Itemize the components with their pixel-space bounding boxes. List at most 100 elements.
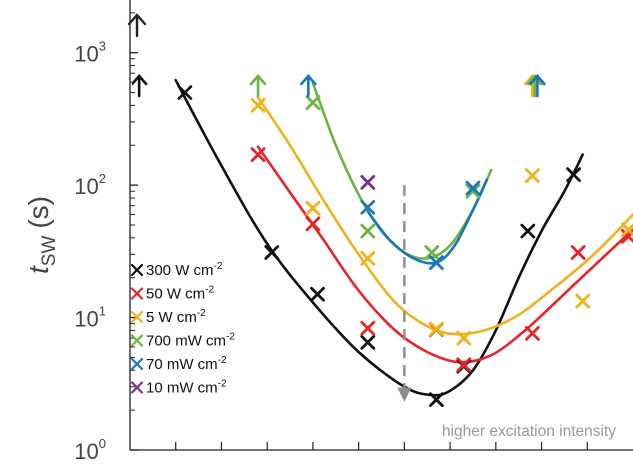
legend-item: 700 mW cm-2	[130, 332, 235, 350]
legend-marker	[130, 263, 144, 277]
marker-stroke	[305, 95, 321, 110]
y-tick-exp: 0	[99, 436, 106, 451]
data-point	[525, 325, 540, 341]
legend-label-exp: -2	[218, 379, 227, 390]
data-point	[360, 199, 376, 215]
marker-stroke	[621, 223, 633, 238]
legend-label-name: 300 W cm	[146, 262, 214, 279]
y-tick-exp: 3	[99, 39, 106, 54]
above-range-arrow	[132, 74, 148, 98]
fit-curve	[174, 78, 584, 397]
data-point	[250, 147, 266, 163]
marker-stroke	[456, 330, 472, 346]
legend-label-name: 50 W cm	[146, 286, 205, 303]
legend-item: 70 mW cm-2	[130, 355, 227, 373]
marker-stroke	[525, 168, 540, 184]
y-tick-exp: 2	[99, 171, 106, 186]
dashed-arrow-head	[397, 387, 412, 402]
marker-stroke	[310, 286, 325, 302]
legend-label: 10 mW cm-2	[146, 379, 227, 397]
data-point	[520, 223, 536, 239]
marker-stroke	[424, 245, 440, 260]
y-tick-base: 10	[74, 174, 98, 199]
data-point	[424, 245, 440, 260]
legend-marker	[130, 310, 144, 324]
legend-label-name: 70 mW cm	[146, 356, 218, 373]
y-tick-label: 102	[74, 171, 106, 199]
data-point	[360, 250, 376, 266]
data-markers	[177, 85, 633, 408]
legend-marker	[130, 381, 144, 394]
marker-stroke	[566, 167, 581, 183]
marker-stroke	[465, 180, 481, 196]
y-axis-overflow-arrow	[127, 13, 147, 38]
marker-stroke	[520, 223, 536, 239]
data-point	[621, 222, 633, 238]
arrow-head	[249, 74, 267, 86]
data-point	[428, 392, 444, 408]
y-tick-base: 10	[74, 42, 98, 67]
marker-stroke	[428, 392, 444, 408]
marker-stroke	[305, 200, 321, 216]
marker-stroke	[360, 199, 376, 215]
legend-label-exp: -2	[214, 261, 223, 272]
y-label-sub: SW	[39, 236, 60, 267]
legend-item: 10 mW cm-2	[130, 379, 227, 397]
data-point	[250, 98, 266, 113]
data-point	[305, 95, 321, 110]
y-tick-base: 10	[74, 439, 98, 464]
y-tick-label: 101	[74, 304, 106, 332]
data-point	[465, 183, 481, 199]
legend-item: 300 W cm-2	[130, 261, 223, 279]
marker-stroke	[360, 223, 376, 239]
legend-label-exp: -2	[197, 308, 206, 319]
data-point	[456, 357, 472, 373]
fit-curve	[256, 96, 633, 336]
legend-label-name: 700 mW cm	[146, 333, 226, 350]
data-point	[310, 286, 325, 302]
legend-label-exp: -2	[218, 355, 227, 366]
data-point	[264, 245, 280, 260]
arrow-head	[132, 74, 148, 86]
data-point	[575, 293, 591, 309]
fit-curve	[311, 81, 493, 260]
data-point	[305, 216, 321, 232]
marker-stroke	[250, 98, 266, 113]
marker-stroke	[456, 357, 472, 373]
arrow-head	[526, 74, 544, 86]
x-ticks	[175, 442, 588, 450]
marker-stroke	[305, 216, 321, 232]
y-label-unit: (s)	[23, 196, 54, 229]
marker-stroke	[428, 255, 444, 271]
legend-marker	[130, 334, 144, 347]
above-range-arrow	[300, 74, 317, 98]
data-point	[360, 223, 376, 239]
above-range-arrows	[132, 74, 546, 98]
marker-stroke	[264, 245, 280, 260]
marker-stroke	[525, 325, 540, 341]
svg-text:tSW(s): tSW (s)	[23, 196, 60, 274]
marker-stroke	[360, 174, 376, 190]
y-axis-label: tSW (s)	[23, 196, 60, 274]
marker-stroke	[250, 147, 266, 163]
legend-label: 70 mW cm-2	[146, 355, 227, 373]
data-point	[570, 245, 586, 260]
legend-label: 700 mW cm-2	[146, 332, 235, 350]
y-label-main: t	[23, 265, 54, 274]
legend-marker	[130, 357, 144, 371]
data-point	[428, 255, 444, 271]
excitation-arrow	[397, 185, 412, 402]
above-range-arrow	[249, 74, 267, 98]
above-range-arrow	[529, 74, 546, 98]
legend-label: 50 W cm-2	[146, 285, 215, 303]
legend-marker	[130, 287, 144, 300]
marker-stroke	[570, 245, 586, 260]
marker-stroke	[360, 320, 376, 336]
y-tick-exp: 1	[99, 304, 106, 319]
arrow-head	[300, 74, 317, 86]
marker-stroke	[177, 85, 193, 100]
data-point	[360, 174, 376, 190]
